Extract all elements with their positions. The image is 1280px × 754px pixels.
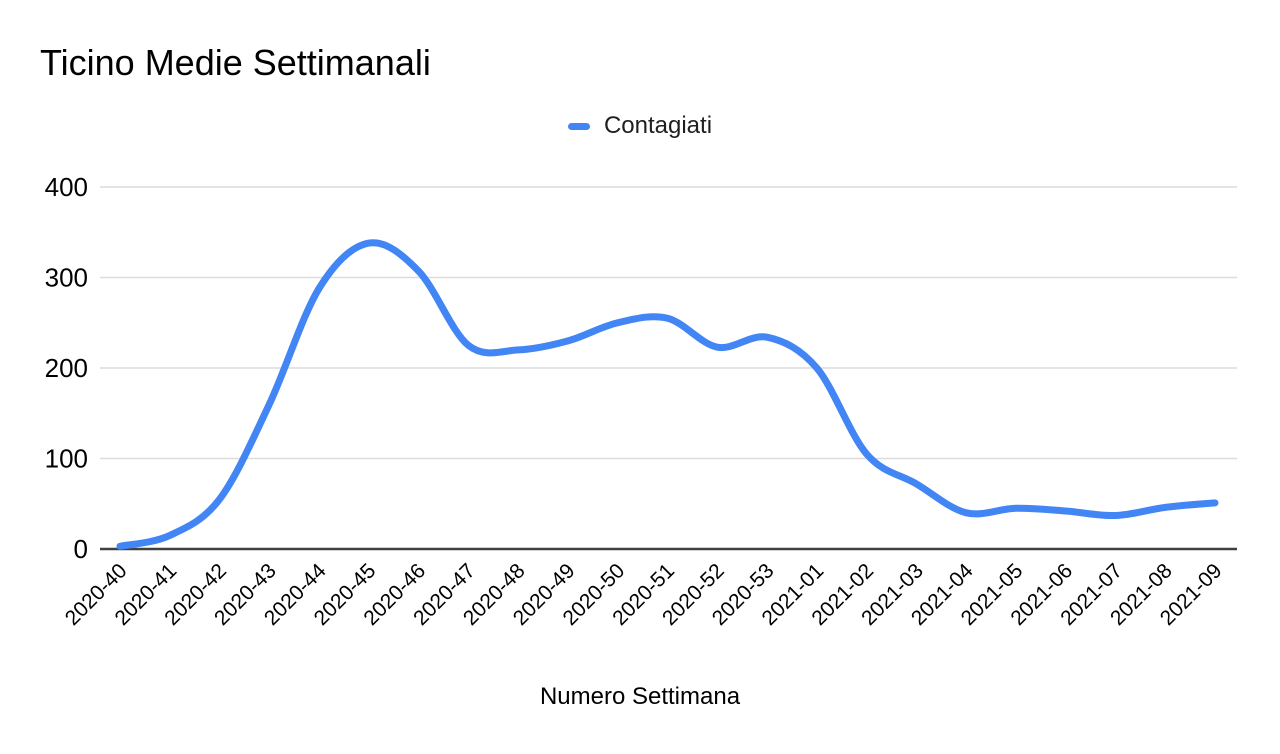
chart-title: Ticino Medie Settimanali — [40, 42, 431, 83]
series-line-contagiati — [116, 239, 1219, 550]
y-tick-label: 100 — [45, 444, 88, 474]
y-tick-label: 200 — [45, 353, 88, 383]
legend: Contagiati — [0, 112, 1280, 140]
y-tick-label: 300 — [45, 263, 88, 293]
y-tick-label: 400 — [45, 172, 88, 202]
legend-series-label: Contagiati — [603, 112, 713, 139]
y-tick-label: 0 — [74, 534, 88, 564]
x-axis-title: Numero Settimana — [539, 683, 741, 710]
legend-series-dash-icon — [567, 122, 590, 130]
